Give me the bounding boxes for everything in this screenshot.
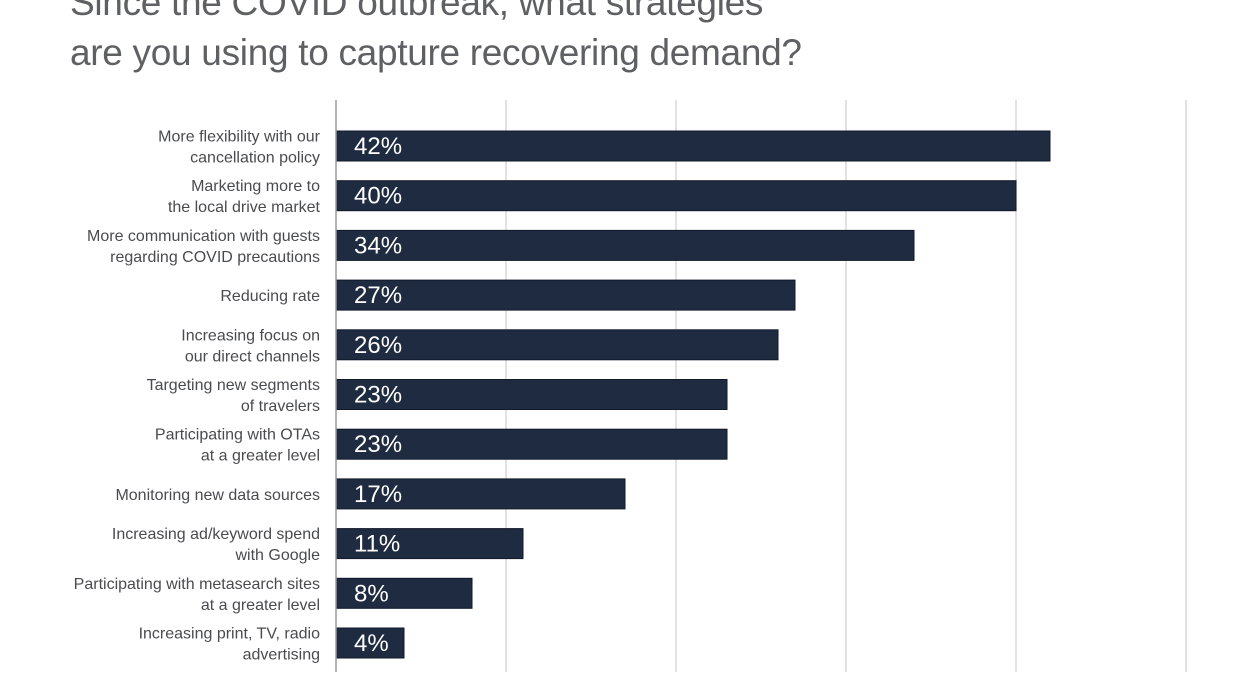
category-label-line: Increasing ad/keyword spend bbox=[112, 526, 320, 543]
bar-value-label: 40% bbox=[354, 183, 402, 210]
bar-value-label: 42% bbox=[354, 133, 402, 160]
category-label-line: advertising bbox=[243, 647, 320, 664]
category-label-line: with Google bbox=[235, 547, 321, 564]
category-label-line: Participating with metasearch sites bbox=[74, 576, 320, 593]
bar bbox=[335, 130, 1051, 162]
chart-title: Since the COVID outbreak, what strategie… bbox=[70, 0, 802, 78]
bar-value-label: 23% bbox=[354, 431, 402, 458]
category-label-line: regarding COVID precautions bbox=[110, 249, 320, 266]
category-label: Targeting new segments of travelers bbox=[147, 377, 320, 415]
category-label: Participating with metasearch sites at a … bbox=[74, 576, 320, 614]
category-label-line: cancellation policy bbox=[190, 150, 320, 167]
category-label: Increasing print, TV, radio advertising bbox=[139, 626, 321, 664]
category-label: Monitoring new data sources bbox=[115, 487, 320, 504]
category-label-line: More flexibility with our bbox=[158, 129, 321, 146]
category-label-line: Targeting new segments bbox=[147, 377, 320, 394]
bar bbox=[335, 528, 524, 560]
bar-value-label: 8% bbox=[354, 580, 389, 607]
bar bbox=[335, 279, 796, 311]
bars: 42% 40% 34% 27% 26% 23% 23% 17% 11% 8% 4% bbox=[335, 130, 1051, 659]
category-label: Participating with OTAs at a greater leve… bbox=[155, 427, 320, 465]
category-label: Reducing rate bbox=[220, 288, 320, 305]
bar bbox=[335, 229, 915, 261]
category-label-line: Increasing print, TV, radio bbox=[139, 626, 321, 643]
chart-title-line-2: are you using to capture recovering dema… bbox=[70, 32, 802, 73]
category-label: Increasing ad/keyword spend with Google bbox=[112, 526, 320, 564]
bar-value-label: 23% bbox=[354, 382, 402, 409]
category-label: More flexibility with our cancellation po… bbox=[158, 129, 321, 167]
category-label-line: More communication with guests bbox=[87, 228, 320, 245]
category-label-line: Increasing focus on bbox=[181, 327, 320, 344]
bar-value-label: 27% bbox=[354, 282, 402, 309]
category-label-line: our direct channels bbox=[185, 348, 320, 365]
category-label-line: at a greater level bbox=[201, 597, 320, 614]
bar bbox=[335, 428, 728, 460]
bar bbox=[335, 329, 779, 361]
category-label-line: Marketing more to bbox=[191, 178, 320, 195]
bar bbox=[335, 627, 405, 659]
bar-value-label: 4% bbox=[354, 630, 389, 657]
bar-value-label: 26% bbox=[354, 332, 402, 359]
bar-value-label: 17% bbox=[354, 481, 402, 508]
category-label: More communication with guests regarding … bbox=[87, 228, 320, 266]
bar-value-label: 34% bbox=[354, 232, 402, 259]
category-label: Marketing more to the local drive market bbox=[168, 178, 321, 216]
category-label: Increasing focus on our direct channels bbox=[181, 327, 320, 365]
category-label-line: Participating with OTAs bbox=[155, 427, 320, 444]
category-label-line: Monitoring new data sources bbox=[115, 487, 320, 504]
category-labels: More flexibility with our cancellation po… bbox=[74, 129, 321, 664]
bar bbox=[335, 180, 1017, 212]
bar bbox=[335, 379, 728, 410]
category-label-line: the local drive market bbox=[168, 199, 321, 216]
category-label-line: of travelers bbox=[241, 398, 320, 415]
chart-title-line-1: Since the COVID outbreak, what strategie… bbox=[70, 0, 764, 23]
category-label-line: Reducing rate bbox=[220, 288, 320, 305]
bar-value-label: 11% bbox=[354, 531, 400, 558]
category-label-line: at a greater level bbox=[201, 448, 320, 465]
